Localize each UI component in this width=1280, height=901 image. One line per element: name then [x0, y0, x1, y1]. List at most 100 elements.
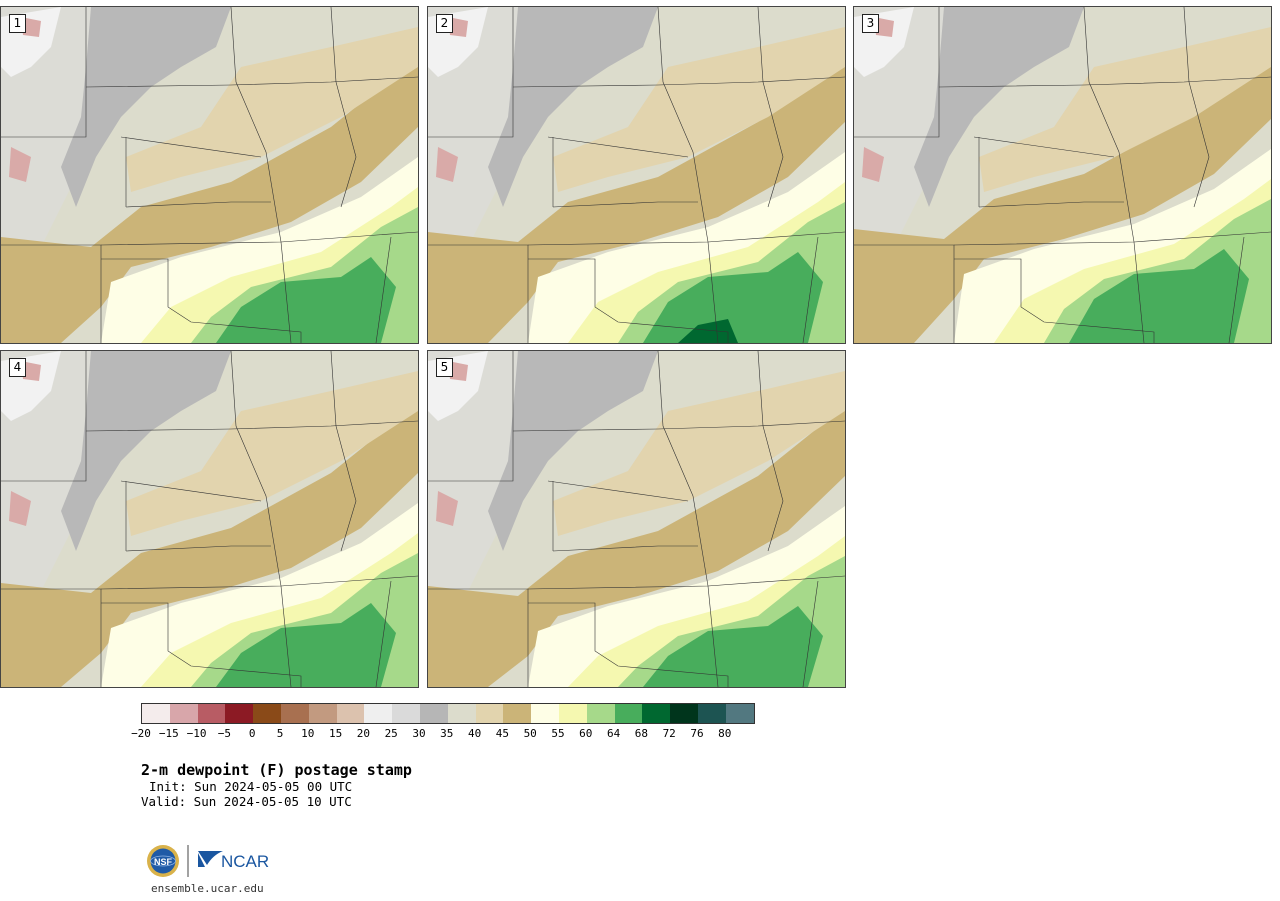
- colorbar-tick-label: 25: [384, 727, 398, 740]
- ensemble-member-panel-3: 3: [853, 6, 1272, 344]
- dewpoint-map-2: [428, 7, 845, 343]
- colorbar-tick-label: 40: [467, 727, 482, 740]
- state-border: [954, 258, 1155, 343]
- chart-title: 2-m dewpoint (F) postage stamp: [141, 761, 412, 779]
- state-border: [528, 258, 729, 343]
- state-border: [125, 545, 271, 552]
- state-border: [802, 580, 819, 687]
- elevated-terrain-patch: [448, 17, 468, 37]
- dewpoint-64-68-region: [216, 257, 396, 343]
- panel-number: 2: [436, 14, 453, 33]
- dewpoint-64-68-region: [216, 603, 396, 687]
- dewpoint-64-68-region: [643, 606, 823, 687]
- elevated-terrain-patch: [9, 491, 31, 526]
- colorbar-tick-label: 0: [248, 727, 256, 740]
- panel-number: 4: [9, 358, 26, 377]
- ensemble-member-panel-5: 5: [427, 350, 846, 688]
- colorbar-swatch: [253, 704, 281, 723]
- elevated-terrain-patch: [436, 147, 458, 182]
- high-plains-dry-region: [61, 7, 231, 207]
- colorbar-tick-label: 45: [495, 727, 510, 740]
- elevated-terrain-patch: [862, 147, 884, 182]
- colorbar-tick-label: 76: [690, 727, 704, 740]
- colorbar-tick-label: 10: [301, 727, 315, 740]
- colorbar-tick-label: 30: [412, 727, 426, 740]
- state-border: [657, 351, 719, 687]
- colorbar-tick-label: 68: [634, 727, 649, 740]
- state-border: [1083, 7, 1145, 343]
- ensemble-member-panel-2: 2: [427, 6, 846, 344]
- colorbar-swatch: [280, 704, 309, 723]
- state-border: [120, 136, 262, 158]
- colorbar-swatch: [503, 704, 532, 723]
- state-border: [1228, 236, 1245, 343]
- colorbar-tick-label: −15: [158, 727, 179, 740]
- state-border: [101, 258, 302, 343]
- colorbar-tick-label: −20: [131, 727, 151, 740]
- state-border: [757, 351, 784, 552]
- colorbar-tick-label: 35: [440, 727, 454, 740]
- state-border: [375, 580, 392, 687]
- ncar-text: NCAR: [221, 852, 269, 871]
- colorbar-swatch: [392, 704, 420, 723]
- dewpoint-68-72-region: [678, 319, 738, 343]
- init-time: Init: Sun 2024-05-05 00 UTC: [149, 779, 353, 794]
- state-border: [428, 351, 514, 482]
- colorbar-tick-label: 60: [579, 727, 593, 740]
- state-border: [1, 7, 87, 138]
- elevated-terrain-patch: [21, 361, 41, 381]
- state-border: [230, 7, 292, 343]
- ncar-mark-icon: [198, 851, 223, 867]
- state-border: [547, 136, 689, 158]
- dewpoint-40-45-band: [126, 371, 418, 536]
- colorbar-swatch: [447, 704, 476, 723]
- ensemble-member-panel-1: 1: [0, 6, 419, 344]
- dewpoint-64-68-region: [1069, 249, 1249, 343]
- colorbar-swatch: [475, 704, 504, 723]
- colorbar-swatch: [308, 704, 337, 723]
- colorbar-swatch: [725, 704, 754, 723]
- dewpoint-45-50-band: [428, 52, 845, 343]
- state-border: [552, 201, 698, 208]
- colorbar-swatch: [142, 704, 170, 723]
- high-plains-dry-region: [488, 7, 658, 207]
- colorbar-tick-labels: −20 −15 −10 −5 0 5 10 15 20 25 30 35 40 45 50 55 60 64 68 7…: [131, 727, 761, 741]
- valid-time: Valid: Sun 2024-05-05 10 UTC: [141, 794, 352, 809]
- state-border: [978, 201, 1124, 208]
- high-plains-dry-region: [61, 351, 231, 551]
- state-border: [938, 76, 1271, 88]
- dewpoint-map-4: [1, 351, 418, 687]
- elevated-terrain-patch: [21, 17, 41, 37]
- dewpoint-45-50-band: [1, 57, 418, 343]
- state-border: [428, 7, 514, 138]
- website-url: ensemble.ucar.edu: [151, 882, 264, 895]
- panel-number: 3: [862, 14, 879, 33]
- colorbar-tick-label: 72: [662, 727, 676, 740]
- colorbar-swatch: [197, 704, 226, 723]
- elevated-terrain-patch: [9, 147, 31, 182]
- colorbar-swatch: [531, 704, 559, 723]
- state-border: [85, 420, 418, 432]
- state-border: [125, 201, 271, 208]
- panel-number: 1: [9, 14, 26, 33]
- state-border: [528, 602, 729, 687]
- colorbar-tick-label: 20: [356, 727, 371, 740]
- colorbar-swatch: [225, 704, 254, 723]
- state-border: [854, 7, 940, 138]
- colorbar-swatch: [614, 704, 643, 723]
- state-border: [375, 236, 392, 343]
- dewpoint-40-45-band: [979, 27, 1271, 192]
- state-border: [512, 420, 845, 432]
- state-border: [757, 7, 784, 208]
- state-border: [547, 480, 689, 502]
- state-border: [101, 602, 302, 687]
- colorbar-swatch: [336, 704, 365, 723]
- state-border: [552, 545, 698, 552]
- dewpoint-45-50-band: [428, 406, 845, 687]
- nsf-ncar-logo: NSF NCAR: [145, 843, 275, 883]
- state-border: [1, 351, 87, 482]
- dewpoint-map-1: [1, 7, 418, 343]
- state-border: [120, 480, 262, 502]
- state-border: [657, 7, 719, 343]
- ensemble-member-panel-4: 4: [0, 350, 419, 688]
